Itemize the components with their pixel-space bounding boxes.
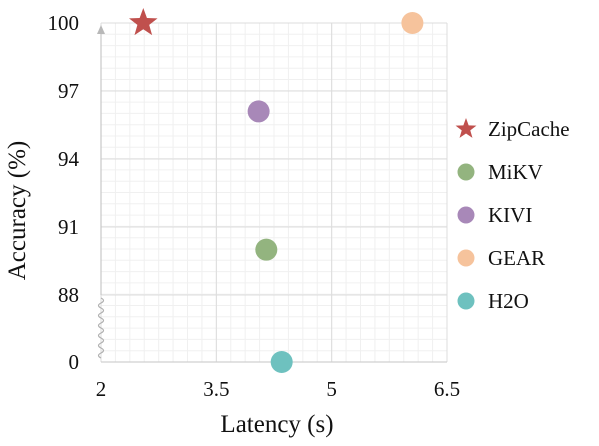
point-kivi	[247, 100, 270, 123]
x-axis-label: Latency (s)	[220, 411, 333, 438]
grid	[100, 22, 448, 363]
legend-kivi-label: KIVI	[488, 203, 532, 227]
legend-gear-marker	[457, 249, 475, 267]
data-points	[129, 8, 424, 373]
point-zipcache	[129, 8, 158, 36]
x-tick-label: 6.5	[434, 377, 460, 401]
legend-kivi-marker	[457, 206, 475, 224]
tick-labels: 2 3.5 5 6.5 0 88 91 94 97 100	[48, 11, 461, 401]
point-h2o	[270, 351, 293, 373]
legend-mikv-marker	[457, 163, 475, 181]
legend-zipcache-marker	[455, 118, 477, 138]
y-tick-label: 97	[58, 79, 79, 103]
point-mikv	[255, 238, 278, 261]
axes	[97, 25, 447, 363]
legend: ZipCache MiKV KIVI GEAR H2O	[455, 117, 570, 313]
y-tick-label: 0	[69, 350, 80, 374]
point-gear	[401, 12, 424, 34]
y-tick-label: 88	[58, 283, 79, 307]
y-axis-arrow	[97, 25, 105, 34]
x-tick-label: 5	[326, 377, 337, 401]
legend-zipcache-label: ZipCache	[488, 117, 570, 141]
y-tick-label: 100	[48, 11, 80, 35]
legend-h2o-label: H2O	[488, 289, 529, 313]
legend-mikv-label: MiKV	[488, 160, 543, 184]
y-tick-label: 91	[58, 215, 79, 239]
y-axis-break	[97, 297, 105, 359]
x-tick-label: 3.5	[203, 377, 229, 401]
legend-h2o-marker	[457, 292, 475, 310]
x-tick-label: 2	[96, 377, 107, 401]
y-tick-label: 94	[58, 147, 80, 171]
legend-gear-label: GEAR	[488, 246, 545, 270]
y-axis-label: Accuracy (%)	[4, 141, 31, 281]
